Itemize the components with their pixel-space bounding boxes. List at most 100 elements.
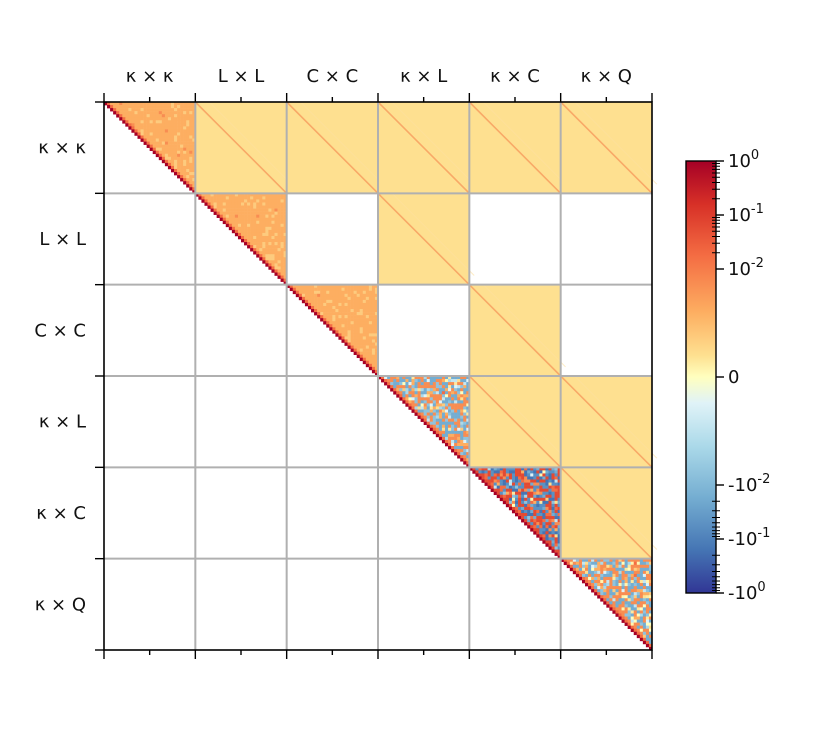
matrix-cell: [307, 290, 312, 295]
matrix-cell: [411, 382, 415, 386]
matrix-cell: [606, 567, 610, 572]
y-tick-label: κ × L: [39, 412, 86, 433]
matrix-cell: [554, 506, 558, 511]
matrix-cell: [219, 217, 224, 222]
matrix-cell: [170, 117, 175, 121]
matrix-cell: [323, 287, 327, 292]
matrix-cell: [271, 260, 275, 264]
matrix-cell: [341, 327, 345, 331]
matrix-cell: [353, 296, 357, 301]
matrix-cell: [307, 287, 312, 292]
matrix-cell: [539, 522, 543, 526]
matrix-cell: [533, 525, 537, 529]
matrix-cell: [326, 299, 330, 304]
matrix-cell: [451, 415, 455, 419]
matrix-cell: [648, 561, 653, 566]
matrix-cell: [384, 379, 388, 383]
matrix-cell: [508, 470, 513, 474]
matrix-cell: [639, 564, 644, 569]
matrix-cell: [259, 217, 263, 222]
matrix-cell: [359, 348, 364, 352]
matrix-cell: [149, 114, 154, 118]
matrix-cell: [490, 470, 494, 474]
matrix-cell: [454, 442, 458, 447]
matrix-cell: [429, 406, 434, 410]
matrix-cell: [164, 102, 169, 106]
matrix-cell: [274, 205, 278, 209]
matrix-cell: [451, 391, 455, 395]
matrix-cell: [341, 290, 345, 295]
matrix-cell: [609, 601, 613, 605]
matrix-cell: [396, 382, 400, 386]
matrix-cell: [262, 202, 266, 206]
matrix-cell: [164, 147, 169, 152]
matrix-cell: [362, 321, 367, 325]
matrix-cell: [493, 470, 498, 474]
matrix-cell: [399, 379, 403, 383]
matrix-cell: [588, 567, 592, 572]
matrix-cell: [481, 470, 485, 474]
matrix-cell: [134, 123, 138, 127]
matrix-cell: [454, 421, 458, 426]
matrix-cell: [155, 111, 160, 115]
matrix-cell: [420, 412, 424, 416]
matrix-cell: [444, 439, 449, 444]
matrix-block: [469, 467, 561, 559]
matrix-cell: [237, 205, 242, 209]
matrix-cell: [545, 485, 549, 489]
matrix-cell: [177, 114, 181, 118]
matrix-cell: [496, 467, 501, 471]
matrix-cell: [189, 168, 193, 173]
matrix-cell: [359, 339, 364, 343]
matrix-cell: [496, 491, 501, 496]
matrix-cell: [280, 254, 284, 258]
matrix-cell: [511, 491, 516, 496]
matrix-cell: [158, 156, 163, 161]
matrix-cell: [362, 339, 367, 343]
matrix-cell: [432, 391, 437, 395]
matrix-cell: [374, 309, 379, 313]
matrix-cell: [630, 573, 635, 578]
matrix-cell: [527, 473, 531, 477]
matrix-cell: [597, 561, 601, 566]
matrix-cell: [551, 534, 555, 538]
matrix-cell: [125, 120, 129, 124]
matrix-cell: [359, 293, 364, 298]
matrix-cell: [545, 525, 549, 529]
matrix-cell: [557, 555, 561, 559]
matrix-cell: [527, 491, 531, 496]
matrix-cell: [493, 479, 498, 483]
matrix-cell: [320, 284, 324, 289]
matrix-cell: [448, 421, 452, 426]
matrix-cell: [164, 111, 169, 115]
matrix-cell: [362, 305, 367, 310]
matrix-cell: [463, 430, 467, 435]
matrix-cell: [527, 500, 531, 505]
matrix-cell: [362, 336, 367, 340]
matrix-cell: [186, 114, 190, 118]
matrix-cell: [515, 506, 519, 511]
matrix-cell: [344, 318, 348, 322]
matrix-cell: [356, 293, 361, 298]
matrix-cell: [262, 214, 266, 218]
matrix-cell: [536, 513, 540, 517]
matrix-cell: [521, 516, 525, 520]
matrix-cell: [177, 123, 181, 127]
matrix-cell: [155, 153, 160, 158]
matrix-cell: [454, 400, 458, 404]
matrix-cell: [314, 284, 318, 289]
matrix-cell: [454, 409, 458, 413]
matrix-cell: [219, 193, 224, 197]
matrix-cell: [545, 543, 549, 547]
matrix-cell: [460, 394, 464, 398]
matrix-cell: [213, 199, 217, 203]
matrix-cell: [463, 415, 467, 419]
matrix-cell: [283, 226, 287, 231]
matrix-cell: [648, 631, 653, 636]
matrix-cell: [554, 479, 558, 483]
matrix-cell: [393, 391, 397, 395]
matrix-cell: [466, 442, 470, 447]
matrix-cell: [441, 397, 446, 401]
matrix-cell: [475, 470, 479, 474]
matrix-cell: [204, 199, 208, 203]
